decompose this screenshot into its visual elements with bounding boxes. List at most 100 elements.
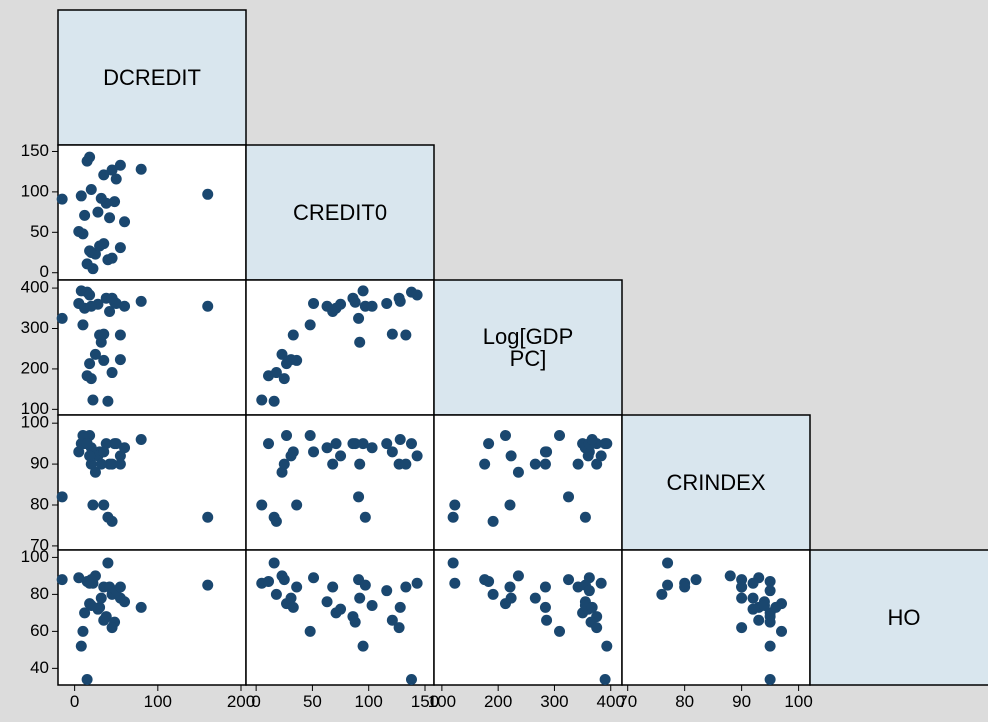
x-tick-label: 100 [428, 692, 456, 711]
point [554, 429, 566, 441]
point [656, 588, 668, 600]
point [381, 438, 393, 450]
point [753, 614, 765, 626]
point [202, 511, 214, 523]
point [291, 581, 303, 593]
y-tick-label: 100 [21, 399, 49, 418]
point [304, 625, 316, 637]
point [539, 581, 551, 593]
point [85, 599, 97, 611]
point [386, 446, 398, 458]
point [483, 438, 495, 450]
point [285, 592, 297, 604]
point [77, 625, 89, 637]
point [270, 367, 282, 379]
panel [57, 279, 247, 416]
point [104, 212, 116, 224]
point [394, 434, 406, 446]
point [405, 438, 417, 450]
point [77, 429, 89, 441]
point [87, 394, 99, 406]
point [400, 458, 412, 470]
point [98, 354, 110, 366]
panel [245, 414, 435, 551]
point [354, 458, 366, 470]
point [747, 592, 759, 604]
x-tick-label: 0 [70, 692, 79, 711]
point [278, 458, 290, 470]
point [357, 640, 369, 652]
point [512, 570, 524, 582]
point [102, 557, 114, 569]
x-tick-label: 100 [355, 692, 383, 711]
diagonal-cell [57, 9, 247, 146]
point [366, 442, 378, 454]
point [579, 511, 591, 523]
point [736, 581, 748, 593]
point [512, 466, 524, 478]
point [114, 354, 126, 366]
point [411, 450, 423, 462]
point [110, 438, 122, 450]
point [601, 640, 613, 652]
point [504, 499, 516, 511]
point [353, 312, 365, 324]
point [411, 289, 423, 301]
point [95, 592, 107, 604]
point [287, 329, 299, 341]
y-tick-label: 100 [21, 413, 49, 432]
point [386, 614, 398, 626]
variable-label: CREDIT0 [292, 199, 388, 225]
point [449, 577, 461, 589]
point [405, 673, 417, 685]
point [114, 450, 126, 462]
point [135, 163, 147, 175]
point [595, 450, 607, 462]
point [270, 515, 282, 527]
point [135, 601, 147, 613]
point [447, 557, 459, 569]
point [109, 196, 121, 208]
point [106, 622, 118, 634]
point [268, 557, 280, 569]
point [56, 193, 68, 205]
x-tick-label: 100 [144, 692, 172, 711]
point [599, 438, 611, 450]
panel [57, 549, 247, 686]
point [85, 183, 97, 195]
point [563, 574, 575, 586]
point [291, 354, 303, 366]
point [84, 289, 96, 301]
point [73, 572, 85, 584]
point [79, 209, 91, 221]
point [690, 574, 702, 586]
y-tick-label: 40 [30, 658, 49, 677]
point [400, 581, 412, 593]
point [84, 245, 96, 257]
panel [621, 549, 811, 686]
point [98, 446, 110, 458]
point [81, 673, 93, 685]
point [599, 673, 611, 685]
x-tick-label: 90 [732, 692, 751, 711]
point [662, 557, 674, 569]
point [89, 348, 101, 360]
point [479, 574, 491, 586]
point [84, 450, 96, 462]
point [400, 329, 412, 341]
variable-label: Log[GDP PC] [482, 323, 574, 371]
point [505, 592, 517, 604]
point [202, 300, 214, 312]
x-tick-label: 300 [540, 692, 568, 711]
point [366, 599, 378, 611]
point [98, 499, 110, 511]
point [586, 434, 598, 446]
point [359, 579, 371, 591]
point [327, 458, 339, 470]
diagonal-cell [245, 144, 435, 281]
x-tick-label: 0 [251, 692, 260, 711]
point [736, 592, 748, 604]
point [572, 458, 584, 470]
point [758, 599, 770, 611]
point [583, 585, 595, 597]
